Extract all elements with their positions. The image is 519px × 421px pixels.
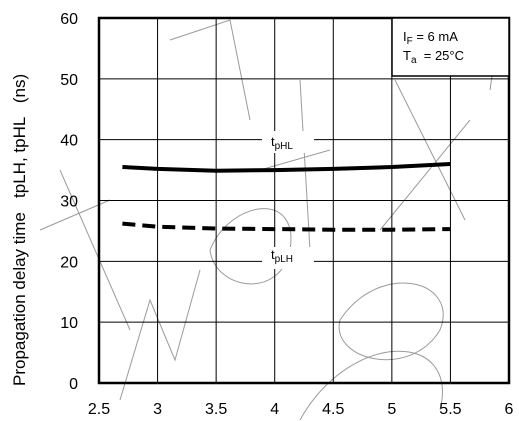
series-label-tphl: tpHL [262,131,314,153]
x-tick-label: 6 [505,401,514,418]
y-tick-label: 20 [60,254,78,271]
y-axis-ticks: 0 10 20 30 40 50 60 [60,11,78,393]
tplh-label: tpLH [271,247,293,265]
plot-frame [97,16,511,385]
data-series [122,162,451,232]
series-label-tplh: tpLH [262,247,314,269]
x-tick-label: 5 [387,401,396,418]
y-tick-label: 10 [60,315,78,332]
conditions-legend: IF = 6 mA Ta = 25°C [391,17,510,77]
y-tick-label: 50 [60,72,78,89]
x-tick-label: 3 [153,401,162,418]
x-axis-ticks: 2.5 3 3.5 4 4.5 5 5.5 6 [88,401,514,418]
forward-current-label: IF = 6 mA [403,29,458,47]
y-tick-label: 40 [60,133,78,150]
y-axis-label: Propagation delay time tpLH, tpHL (ns) [10,74,29,386]
ambient-temperature-label: Ta = 25°C [403,48,464,66]
x-tick-label: 4.5 [322,401,344,418]
y-tick-label: 30 [60,194,78,211]
series-line-tphl [122,162,451,173]
conditions-box [391,17,510,77]
x-tick-label: 2.5 [88,401,110,418]
tphl-label: tpHL [271,134,293,152]
x-tick-label: 3.5 [205,401,227,418]
y-tick-label: 60 [60,11,78,28]
grid-lines [99,18,509,383]
x-tick-label: 5.5 [439,401,461,418]
watermark-not-for-new-design [39,19,501,421]
series-line-tplh [122,221,451,232]
x-tick-label: 4 [270,401,279,418]
y-tick-label: 0 [69,376,78,393]
